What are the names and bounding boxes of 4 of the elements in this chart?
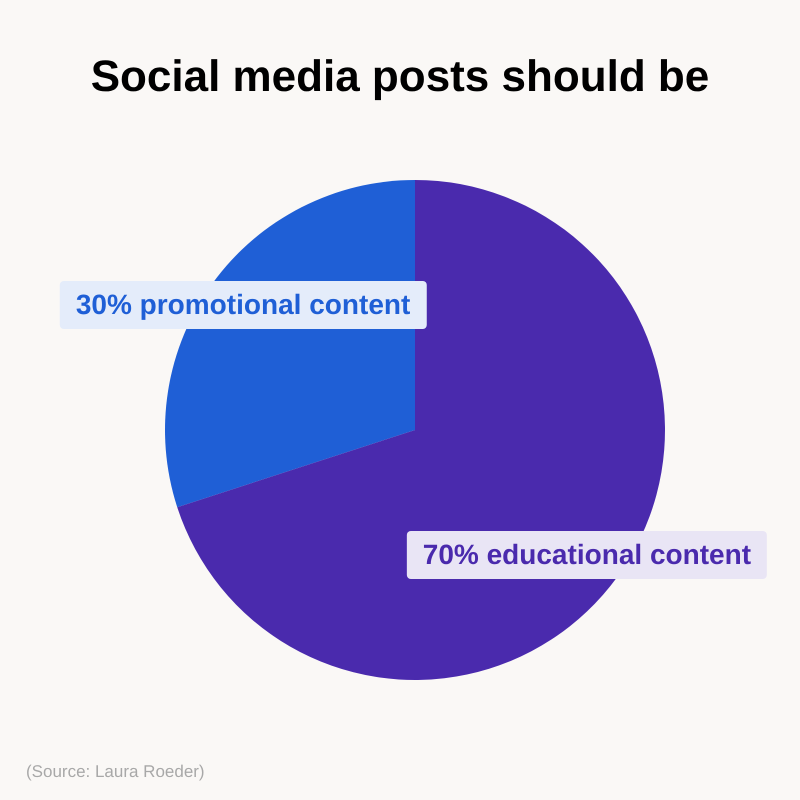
slice-label: 30% promotional content <box>60 281 426 330</box>
text: (Source: Laura Roeder) <box>26 762 205 782</box>
slice-label: 70% educational content <box>406 530 768 579</box>
chart-title: Social media posts should be <box>90 52 710 102</box>
